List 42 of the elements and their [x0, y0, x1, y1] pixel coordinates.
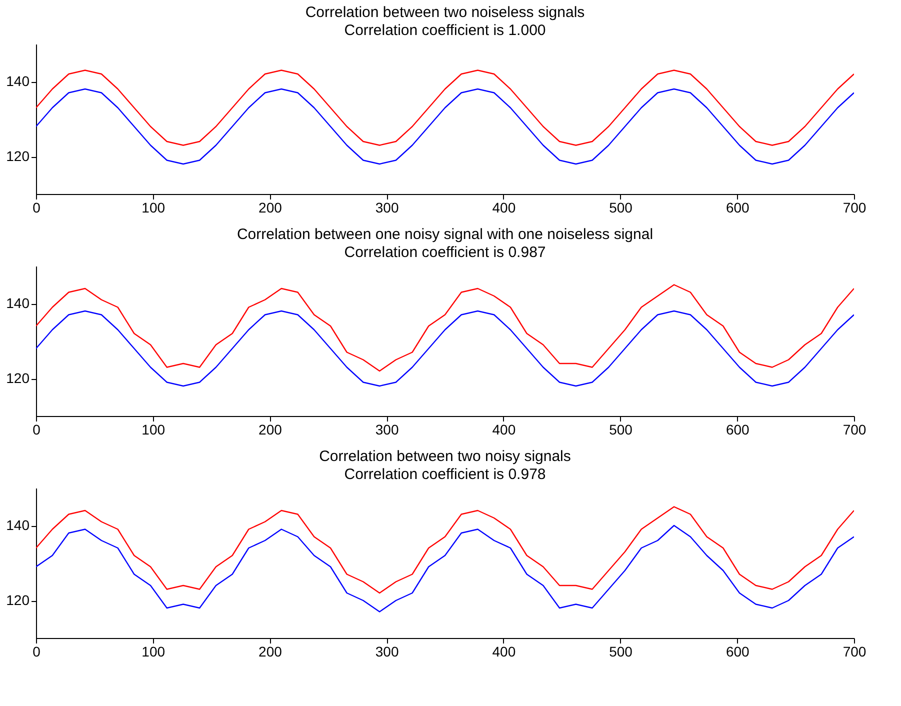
x-tick-label: 0: [32, 422, 41, 438]
x-tick-label: 500: [609, 200, 633, 216]
x-tick-label: 100: [142, 200, 166, 216]
y-tick-label: 120: [6, 148, 30, 164]
x-tick-label: 700: [842, 644, 866, 660]
x-tick-label: 200: [258, 644, 282, 660]
line-series: [36, 284, 854, 372]
x-tick-label: 0: [32, 200, 41, 216]
x-tick-label: 400: [492, 422, 516, 438]
chart-subtitle: Correlation coefficient is 0.978: [344, 466, 546, 483]
line-series: [36, 506, 854, 594]
chart-subtitle: Correlation coefficient is 0.987: [344, 244, 546, 261]
chart-title: Correlation between two noiseless signals: [305, 4, 585, 21]
chart-title: Correlation between two noisy signals: [319, 448, 571, 465]
x-tick-label: 100: [142, 644, 166, 660]
line-series: [36, 524, 854, 612]
x-tick-label: 300: [375, 200, 399, 216]
line-series: [36, 310, 854, 387]
x-tick-label: 0: [32, 644, 41, 660]
line-series: [36, 88, 854, 165]
x-tick-label: 200: [258, 422, 282, 438]
y-tick-label: 140: [6, 295, 30, 311]
chart-title: Correlation between one noisy signal with one noiseless signal: [236, 226, 654, 243]
chart-subtitle: Correlation coefficient is 1.000: [344, 22, 546, 39]
y-tick-label: 120: [6, 592, 30, 608]
x-tick-label: 300: [375, 422, 399, 438]
x-tick-label: 600: [726, 200, 750, 216]
x-tick-label: 500: [609, 422, 633, 438]
x-tick-label: 200: [258, 200, 282, 216]
x-tick-label: 700: [842, 200, 866, 216]
x-tick-label: 600: [726, 422, 750, 438]
x-tick-label: 700: [842, 422, 866, 438]
x-tick-label: 400: [492, 200, 516, 216]
x-tick-label: 400: [492, 644, 516, 660]
x-tick-label: 500: [609, 644, 633, 660]
x-tick-label: 600: [726, 644, 750, 660]
y-tick-label: 140: [6, 73, 30, 89]
x-tick-label: 300: [375, 644, 399, 660]
y-tick-label: 120: [6, 370, 30, 386]
line-series: [36, 70, 854, 146]
x-tick-label: 100: [142, 422, 166, 438]
y-tick-label: 140: [6, 517, 30, 533]
